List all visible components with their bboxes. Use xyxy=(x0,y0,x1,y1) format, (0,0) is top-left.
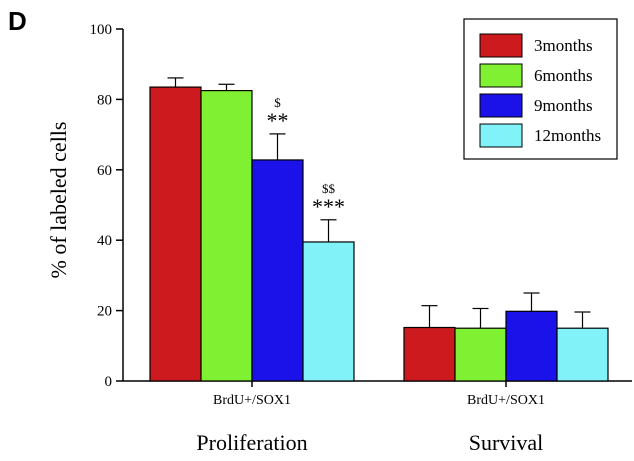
legend-swatch xyxy=(479,63,523,88)
y-axis-label: % of labeled cells xyxy=(46,122,71,279)
bars: **$ ***$$ xyxy=(149,77,609,382)
bar xyxy=(200,89,253,382)
category-label: BrdU+/SOX1 xyxy=(467,393,545,408)
group-label: Survival xyxy=(469,430,544,455)
y-tick-label: 0 xyxy=(105,374,113,390)
legend-swatch xyxy=(479,123,523,148)
significance-stars: ** xyxy=(267,108,289,133)
significance-stars: *** xyxy=(312,194,345,219)
significance-dollar: $$ xyxy=(322,181,336,196)
bar xyxy=(302,241,355,382)
legend-swatch xyxy=(479,33,523,58)
y-tick-label: 100 xyxy=(90,22,113,38)
y-tick-label: 40 xyxy=(97,233,112,249)
legend-label: 6months xyxy=(534,66,593,85)
legend-label: 12months xyxy=(534,126,601,145)
legend-swatch xyxy=(479,93,523,118)
category-label: BrdU+/SOX1 xyxy=(213,393,291,408)
y-tick-label: 80 xyxy=(97,92,112,108)
bar xyxy=(556,327,609,382)
bar xyxy=(251,159,304,382)
y-tick-label: 20 xyxy=(97,304,112,320)
bar xyxy=(505,310,558,382)
y-tick-label: 60 xyxy=(97,163,112,179)
bar xyxy=(454,327,507,382)
panel-label: D xyxy=(8,6,27,36)
legend: 3months 6months 9months 12months xyxy=(463,18,618,160)
group-label: Proliferation xyxy=(196,430,307,455)
bar xyxy=(403,326,456,382)
bar xyxy=(149,86,202,382)
legend-label: 9months xyxy=(534,96,593,115)
category-labels: BrdU+/SOX1 Proliferation BrdU+/SOX1 Surviva… xyxy=(196,393,545,455)
significance-dollar: $ xyxy=(274,95,281,110)
legend-label: 3months xyxy=(534,36,593,55)
